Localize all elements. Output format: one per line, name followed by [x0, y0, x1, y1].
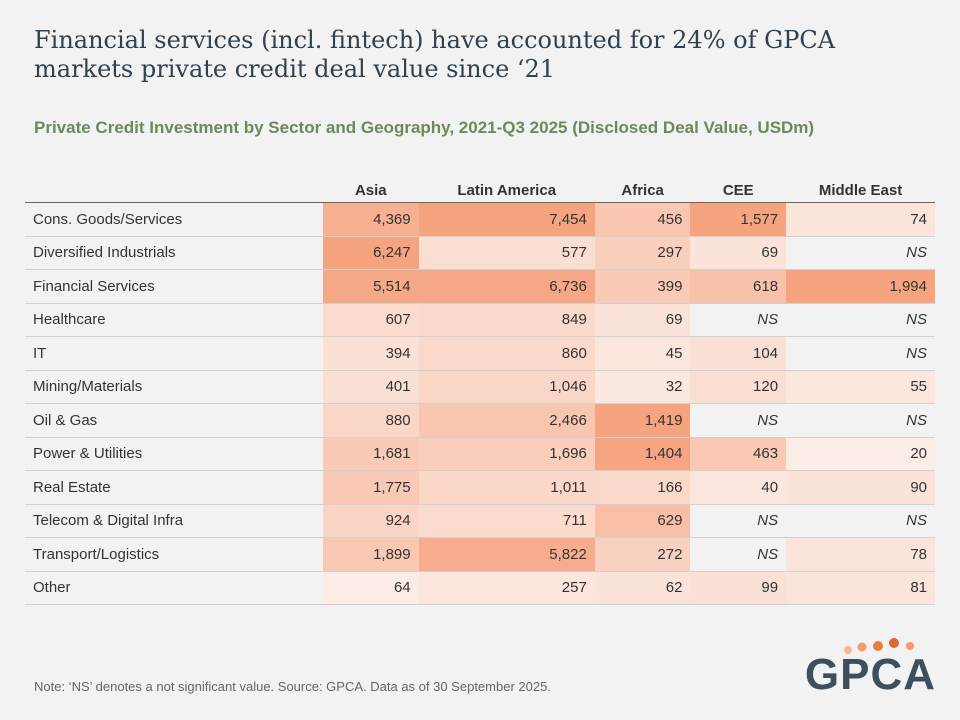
logo: GPCA [804, 650, 936, 699]
table-row: Diversified Industrials 6,247 577 297 69 NS [25, 236, 935, 270]
column-header: Middle East [786, 178, 935, 203]
value-cell: 1,681 [323, 437, 419, 471]
value-cell: NS [690, 537, 787, 572]
value-cell: 81 [786, 571, 935, 605]
value-cell: 32 [594, 370, 691, 404]
heatmap-table: Asia Latin America Africa CEE Middle East Con… [25, 178, 935, 605]
value-cell: 55 [786, 370, 935, 404]
corner [25, 178, 323, 203]
value-cell: NS [786, 504, 935, 538]
value-cell: 629 [594, 504, 691, 538]
value-cell: 401 [323, 370, 419, 404]
value-cell: 860 [418, 336, 595, 371]
row-label: Other [25, 571, 323, 605]
value-cell: 463 [690, 437, 787, 471]
table-row: Other 64 257 62 99 81 [25, 571, 935, 605]
value-cell: 607 [323, 303, 419, 337]
value-cell: 2,466 [418, 403, 595, 438]
value-cell: 1,577 [690, 202, 787, 237]
table-row: Real Estate 1,775 1,011 166 40 90 [25, 470, 935, 505]
value-cell: 7,454 [418, 202, 595, 237]
value-cell: NS [690, 303, 787, 337]
value-cell: 74 [786, 202, 935, 237]
value-cell: 40 [690, 470, 787, 505]
value-cell: 1,899 [323, 537, 419, 572]
value-cell: 99 [690, 571, 787, 605]
table-row: Oil & Gas 880 2,466 1,419 NS NS [25, 403, 935, 438]
row-label: Oil & Gas [25, 403, 323, 438]
value-cell: 4,369 [323, 202, 419, 237]
value-cell: 399 [594, 269, 691, 304]
column-header: Latin America [418, 178, 595, 203]
value-cell: 1,994 [786, 269, 935, 304]
value-cell: 166 [594, 470, 691, 505]
row-label: Cons. Goods/Services [25, 202, 323, 237]
column-header: CEE [690, 178, 787, 203]
title: Financial services (incl. fintech) have … [34, 26, 836, 83]
value-cell: 1,404 [594, 437, 691, 471]
header-row: Asia Latin America Africa CEE Middle East [25, 178, 935, 203]
row-label: Real Estate [25, 470, 323, 505]
row-label: Power & Utilities [25, 437, 323, 471]
value-cell: 456 [594, 202, 691, 237]
value-cell: 577 [418, 236, 595, 270]
row-label: Mining/Materials [25, 370, 323, 404]
value-cell: NS [786, 303, 935, 337]
table-row: Transport/Logistics 1,899 5,822 272 NS 78 [25, 537, 935, 572]
value-cell: NS [786, 403, 935, 438]
value-cell: 394 [323, 336, 419, 371]
value-cell: 6,247 [323, 236, 419, 270]
value-cell: 849 [418, 303, 595, 337]
value-cell: 5,822 [418, 537, 595, 572]
value-cell: NS [690, 403, 787, 438]
value-cell: 69 [690, 236, 787, 270]
value-cell: 1,696 [418, 437, 595, 471]
value-cell: 272 [594, 537, 691, 572]
column-header: Africa [594, 178, 691, 203]
logo-dots [844, 638, 914, 654]
row-label: Financial Services [25, 269, 323, 304]
table-row: IT 394 860 45 104 NS [25, 336, 935, 371]
row-label: IT [25, 336, 323, 371]
row-label: Healthcare [25, 303, 323, 337]
value-cell: 711 [418, 504, 595, 538]
value-cell: 297 [594, 236, 691, 270]
value-cell: NS [690, 504, 787, 538]
value-cell: 257 [418, 571, 595, 605]
value-cell: 1,046 [418, 370, 595, 404]
value-cell: 618 [690, 269, 787, 304]
row-label: Telecom & Digital Infra [25, 504, 323, 538]
table-row: Financial Services 5,514 6,736 399 618 1,994 [25, 269, 935, 304]
table-row: Telecom & Digital Infra 924 711 629 NS NS [25, 504, 935, 538]
value-cell: 20 [786, 437, 935, 471]
note: Note: ‘NS’ denotes a not significant val… [34, 679, 551, 694]
value-cell: 880 [323, 403, 419, 438]
value-cell: 1,011 [418, 470, 595, 505]
row-label: Diversified Industrials [25, 236, 323, 270]
value-cell: 78 [786, 537, 935, 572]
value-cell: 5,514 [323, 269, 419, 304]
value-cell: 1,775 [323, 470, 419, 505]
value-cell: NS [786, 236, 935, 270]
value-cell: 62 [594, 571, 691, 605]
value-cell: 69 [594, 303, 691, 337]
value-cell: 1,419 [594, 403, 691, 438]
table-row: Power & Utilities 1,681 1,696 1,404 463 20 [25, 437, 935, 471]
value-cell: 6,736 [418, 269, 595, 304]
table-row: Mining/Materials 401 1,046 32 120 55 [25, 370, 935, 404]
value-cell: NS [786, 336, 935, 371]
value-cell: 104 [690, 336, 787, 371]
value-cell: 924 [323, 504, 419, 538]
subtitle: Private Credit Investment by Sector and … [34, 118, 815, 137]
value-cell: 45 [594, 336, 691, 371]
value-cell: 64 [323, 571, 419, 605]
column-header: Asia [323, 178, 419, 203]
row-label: Transport/Logistics [25, 537, 323, 572]
table-row: Cons. Goods/Services 4,369 7,454 456 1,577 74 [25, 202, 935, 237]
table-row: Healthcare 607 849 69 NS NS [25, 303, 935, 337]
value-cell: 90 [786, 470, 935, 505]
value-cell: 120 [690, 370, 787, 404]
